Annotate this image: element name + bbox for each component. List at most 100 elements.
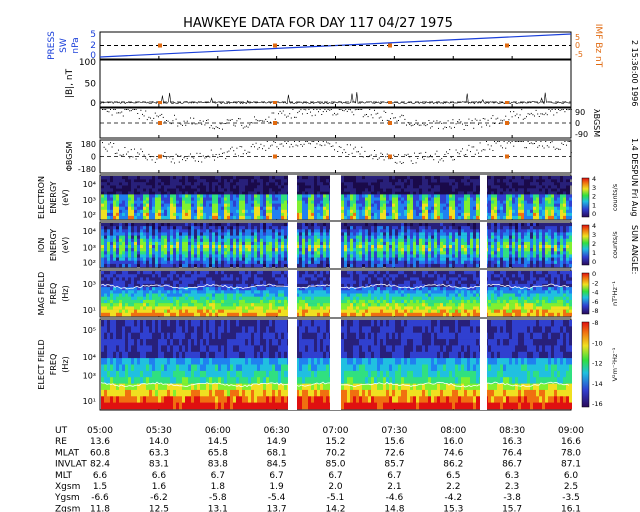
spectrogram-cell: [344, 226, 347, 230]
spectrogram-cell: [131, 197, 134, 201]
spectrogram-cell: [545, 215, 548, 220]
angle-point: [495, 118, 497, 120]
spectrogram-cell: [302, 274, 305, 278]
spectrogram-cell: [278, 206, 281, 211]
spectrogram-cell: [518, 263, 521, 268]
spectrogram-cell: [200, 197, 203, 201]
spectrogram-cell: [545, 238, 548, 243]
spectrogram-cell: [437, 226, 440, 230]
spectrogram-cell: [347, 254, 350, 258]
spectrogram-cell: [239, 274, 242, 278]
angle-point: [375, 154, 377, 156]
angle-point: [138, 118, 140, 120]
spectrogram-cell: [137, 212, 140, 217]
spectrogram-cell: [512, 206, 515, 211]
spectrogram-cell: [284, 209, 287, 214]
spectrogram-cell: [515, 271, 518, 275]
angle-point: [190, 117, 191, 119]
spectrogram-cell: [551, 260, 554, 265]
spectrogram-cell: [371, 248, 374, 252]
spectrogram-cell: [401, 251, 404, 255]
spectrogram-cell: [503, 245, 506, 249]
spectrogram-cell: [437, 232, 440, 236]
spectrogram-cell: [176, 238, 179, 243]
spectrogram-cell: [428, 209, 431, 214]
spectrogram-cell: [236, 182, 239, 186]
spectrogram-cell: [365, 229, 368, 233]
angle-point: [466, 125, 468, 126]
spectrogram-cell: [170, 271, 173, 275]
spectrogram-cell: [119, 215, 122, 220]
spectrogram-cell: [122, 179, 125, 183]
angle-point: [479, 119, 481, 121]
spectrogram-cell: [350, 200, 353, 204]
angle-point: [450, 127, 452, 129]
spectrogram-cell: [365, 176, 368, 180]
spectrogram-cell: [530, 235, 533, 239]
spectrogram-cell: [488, 260, 491, 265]
spectrogram-cell: [269, 248, 272, 252]
spectrogram-cell: [284, 212, 287, 217]
spectrogram-cell: [101, 188, 104, 192]
spectrogram-cell: [176, 206, 179, 211]
spectrogram-cell: [524, 215, 527, 220]
angle-point: [447, 153, 449, 154]
spectrogram-cell: [161, 200, 164, 204]
spectrogram-cell: [146, 209, 149, 214]
spectrogram-cell: [374, 257, 377, 261]
spectrogram-cell: [191, 209, 194, 214]
spectrogram-cell: [317, 203, 320, 207]
spectrogram-cell: [440, 226, 443, 230]
spectrogram-cell: [146, 176, 149, 180]
spectrogram-cell: [509, 226, 512, 230]
spectrogram-cell: [194, 215, 197, 220]
angle-point: [500, 145, 502, 147]
spectrogram-cell: [101, 245, 104, 249]
spectrogram-cell: [470, 212, 473, 217]
spectrogram-cell: [371, 274, 374, 278]
spectrogram-cell: [458, 251, 461, 255]
angle-point: [502, 147, 503, 149]
spectrogram-cell: [296, 203, 299, 207]
angle-point: [188, 155, 190, 157]
spectrogram-cell: [131, 203, 134, 207]
spectrogram-cell: [443, 245, 446, 249]
spectrogram-cell: [266, 203, 269, 207]
spectrogram-cell: [365, 248, 368, 252]
spectrogram-cell: [116, 254, 119, 258]
spectrogram-cell: [392, 260, 395, 265]
spectrogram-cell: [185, 257, 188, 261]
angle-point: [458, 119, 460, 121]
spectrogram-cell: [149, 238, 152, 243]
spectrogram-cell: [554, 271, 557, 275]
spectrogram-cell: [347, 203, 350, 207]
angle-point: [495, 142, 497, 144]
spectrogram-cell: [206, 235, 209, 239]
spectrogram-cell: [200, 215, 203, 220]
spectrogram-cell: [491, 274, 494, 278]
spectrogram-cell: [101, 176, 104, 180]
spectrogram-cell: [350, 241, 353, 246]
spectrogram-cell: [137, 235, 140, 239]
spectrogram-cell: [125, 277, 128, 281]
spectrogram-cell: [179, 215, 182, 220]
spectrogram-cell: [425, 179, 428, 183]
angle-point: [118, 149, 119, 151]
spectrogram-cell: [116, 176, 119, 180]
angle-point: [425, 125, 427, 127]
spectrogram-cell: [110, 263, 113, 268]
spectrogram-cell: [383, 209, 386, 214]
spectrogram-cell: [227, 188, 230, 192]
spectrogram-cell: [224, 194, 227, 198]
spectrogram-cell: [491, 245, 494, 249]
spectrogram-cell: [407, 194, 410, 198]
spectrogram-cell: [443, 229, 446, 233]
spectrogram-cell: [122, 197, 125, 201]
spectrogram-cell: [509, 212, 512, 217]
spectrogram-cell: [524, 200, 527, 204]
spectrogram-cell: [242, 235, 245, 239]
spectrogram-cell: [320, 206, 323, 211]
spectrogram-cell: [395, 182, 398, 186]
spectrogram-cell: [272, 245, 275, 249]
spectrogram-cell: [299, 274, 302, 278]
